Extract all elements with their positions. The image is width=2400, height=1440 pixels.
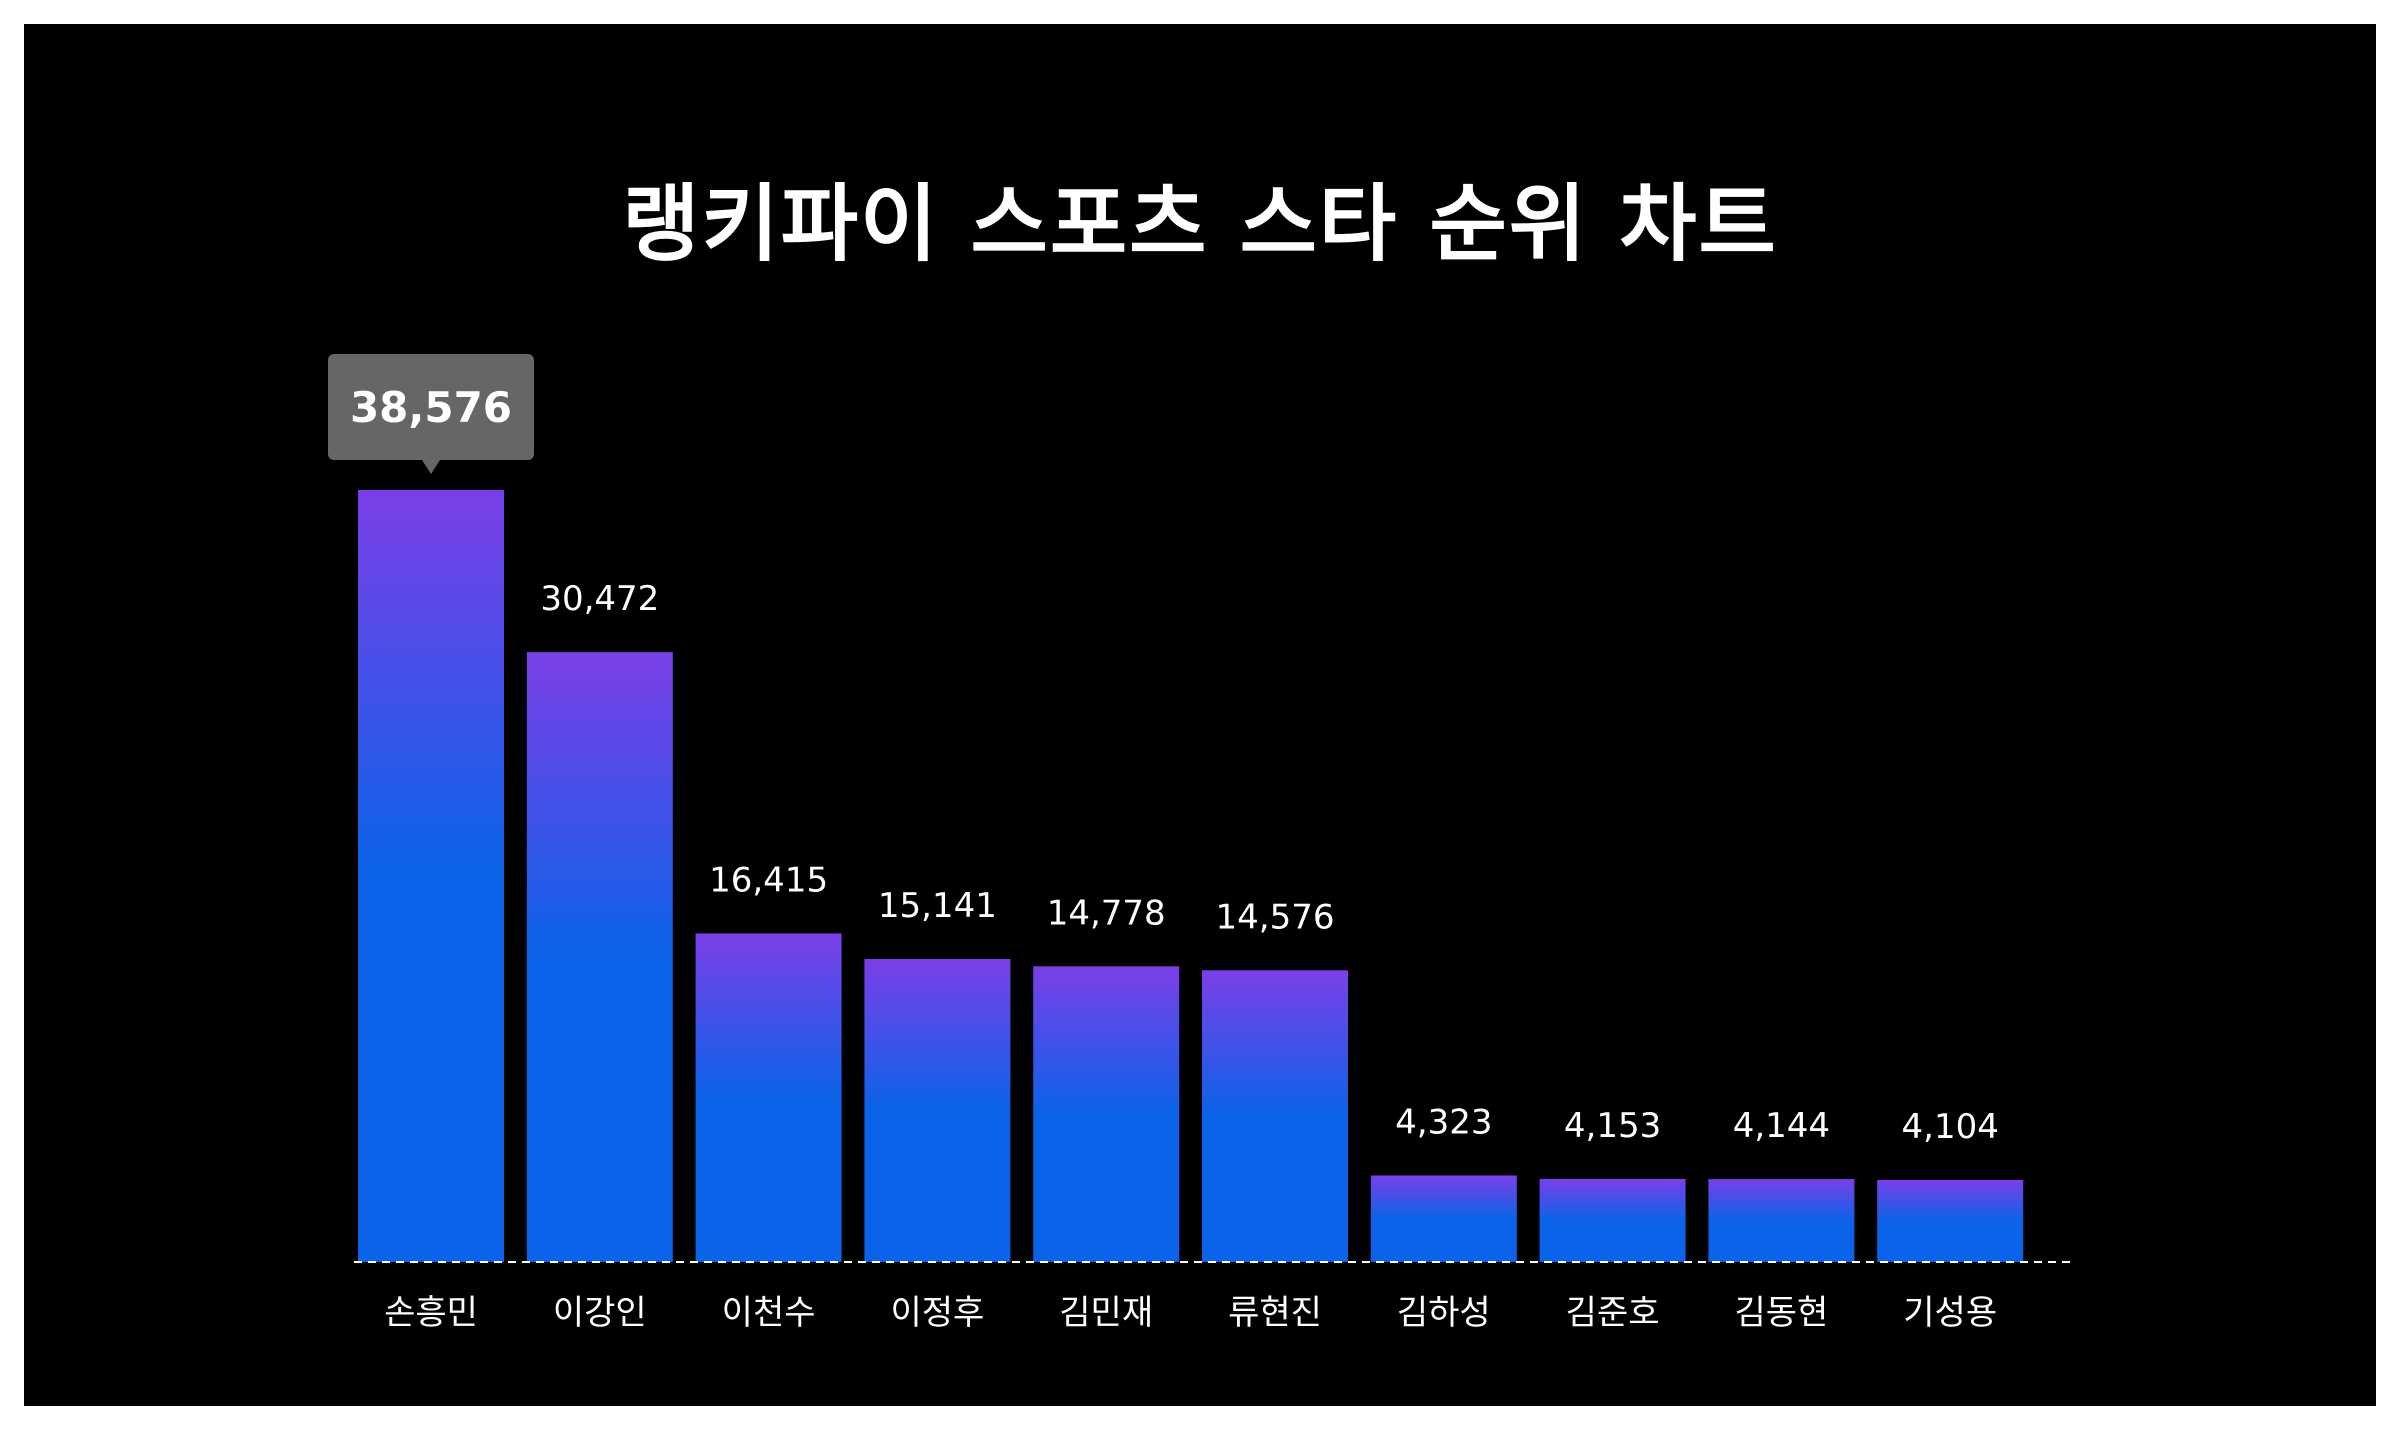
- x-tick-label: 류현진: [1228, 1293, 1322, 1333]
- data-label: 4,323: [1395, 1103, 1492, 1143]
- x-tick-label: 기성용: [1903, 1293, 1997, 1333]
- data-label: 15,141: [878, 886, 997, 926]
- x-tick-label: 김준호: [1566, 1293, 1660, 1333]
- data-label: 4,104: [1902, 1107, 1999, 1147]
- bar-류현진[interactable]: [1202, 970, 1348, 1262]
- x-tick-label: 김민재: [1059, 1293, 1153, 1333]
- data-label: 4,144: [1733, 1106, 1830, 1146]
- x-tick-label: 이천수: [722, 1293, 816, 1333]
- x-tick-label: 손흥민: [384, 1293, 478, 1333]
- data-label: 16,415: [709, 861, 828, 901]
- bar-이천수[interactable]: [695, 933, 842, 1263]
- bar-이강인[interactable]: [526, 652, 673, 1262]
- bar-김하성[interactable]: [1370, 1175, 1517, 1263]
- x-tick-label: 김하성: [1397, 1293, 1491, 1333]
- data-label: 38,576: [350, 383, 512, 432]
- bar-손흥민[interactable]: [358, 490, 504, 1262]
- data-label: 30,472: [540, 579, 659, 619]
- data-label: 4,153: [1564, 1106, 1661, 1146]
- bar-김동현[interactable]: [1708, 1179, 1855, 1262]
- bar-이정후[interactable]: [864, 959, 1011, 1262]
- x-tick-label: 김동현: [1734, 1293, 1828, 1333]
- tooltip-pointer: [422, 460, 440, 474]
- x-tick-label: 이정후: [890, 1293, 984, 1333]
- data-label: 14,576: [1216, 897, 1335, 937]
- x-tick-label: 이강인: [553, 1293, 647, 1333]
- bar-김준호[interactable]: [1539, 1178, 1686, 1262]
- value-tooltip: 38,576: [328, 354, 534, 474]
- chart-canvas: 랭키파이 스포츠 스타 순위 차트 손흥민 38,576 이강인 30,472 이천수 1…: [24, 24, 2376, 1406]
- bar-기성용[interactable]: [1877, 1179, 2024, 1262]
- bar-김민재[interactable]: [1033, 966, 1180, 1262]
- tooltip-box: [328, 354, 534, 460]
- chart-title: 랭키파이 스포츠 스타 순위 차트: [622, 175, 1778, 273]
- bar-chart: 손흥민 38,576 이강인 30,472 이천수 16,415 이정후 15,141 김민재 1…: [328, 354, 2074, 1333]
- data-label: 14,778: [1047, 893, 1166, 933]
